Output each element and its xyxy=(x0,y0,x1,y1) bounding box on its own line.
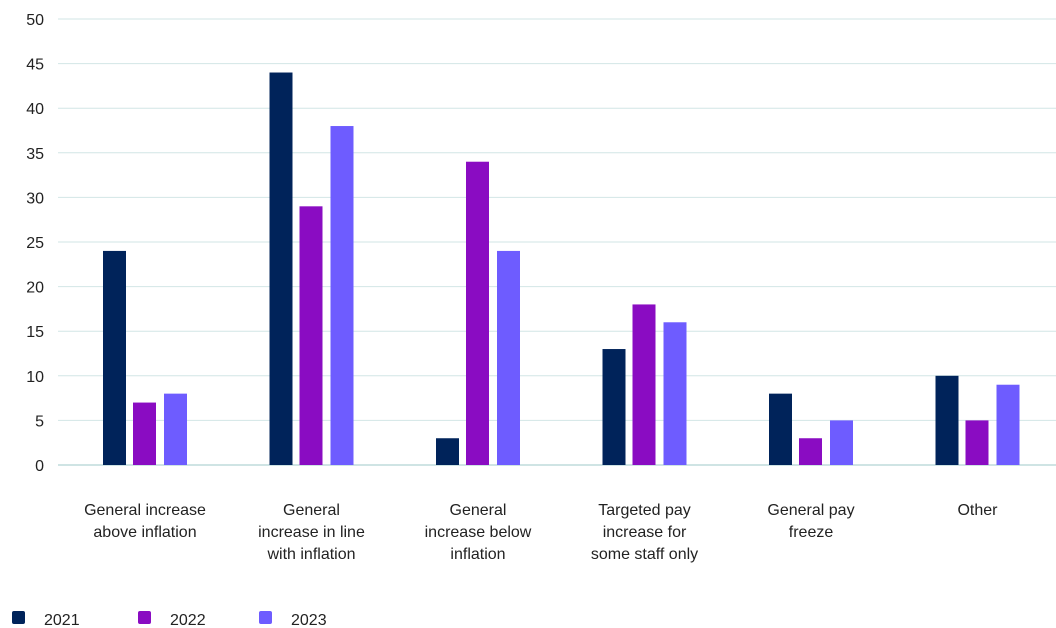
bar-2021-3 xyxy=(602,349,626,465)
legend-swatch xyxy=(138,611,151,624)
category-label: General increase below inflation xyxy=(425,502,532,563)
legend: 2021 2022 2023 xyxy=(12,611,327,628)
category-label: Targeted pay increase for some staff only xyxy=(591,502,698,563)
bar-2023-1 xyxy=(330,126,354,465)
category-label: Other xyxy=(957,502,998,519)
bar-2021-2 xyxy=(436,438,459,465)
bar-2022-5 xyxy=(965,420,989,465)
grid-lines xyxy=(58,18,1056,466)
y-tick-label: 25 xyxy=(26,235,44,252)
category-label: General pay freeze xyxy=(767,502,854,541)
y-tick-label: 35 xyxy=(26,146,44,163)
legend-label: 2023 xyxy=(291,612,327,628)
bar-2022-4 xyxy=(799,438,822,465)
bar-2021-1 xyxy=(269,72,293,466)
bar-2023-4 xyxy=(830,420,853,465)
y-tick-label: 50 xyxy=(26,12,44,29)
bar-2023-2 xyxy=(497,250,520,465)
bars xyxy=(103,72,1020,466)
y-tick-label: 30 xyxy=(26,190,44,207)
bar-2021-5 xyxy=(935,375,959,465)
bar-2021-0 xyxy=(103,250,126,465)
bar-2023-3 xyxy=(663,322,687,465)
legend-swatch xyxy=(12,611,25,624)
bar-2021-4 xyxy=(769,393,792,465)
y-tick-label: 45 xyxy=(26,57,44,74)
y-tick-label: 10 xyxy=(26,369,44,386)
x-axis-category-labels: General increase above inflation General in… xyxy=(84,502,998,563)
bar-2022-2 xyxy=(466,161,489,465)
legend-item-2023: 2023 xyxy=(259,611,327,628)
y-tick-label: 5 xyxy=(35,413,44,430)
bar-2023-5 xyxy=(996,384,1020,465)
category-label: General increase in line with inflation xyxy=(258,502,365,563)
legend-item-2022: 2022 xyxy=(138,611,206,628)
legend-label: 2021 xyxy=(44,612,80,628)
y-tick-label: 40 xyxy=(26,101,44,118)
legend-label: 2022 xyxy=(170,612,206,628)
y-axis-tick-labels: 0 5 10 15 20 25 30 35 40 45 50 xyxy=(26,12,44,475)
y-tick-label: 20 xyxy=(26,280,44,297)
y-tick-label: 0 xyxy=(35,458,44,475)
category-label: General increase above inflation xyxy=(84,502,206,541)
y-tick-label: 15 xyxy=(26,324,44,341)
bar-2022-1 xyxy=(299,206,323,465)
bar-2023-0 xyxy=(164,393,187,465)
legend-item-2021: 2021 xyxy=(12,611,80,628)
bar-2022-0 xyxy=(133,402,156,465)
bar-2022-3 xyxy=(632,304,656,465)
legend-swatch xyxy=(259,611,272,624)
